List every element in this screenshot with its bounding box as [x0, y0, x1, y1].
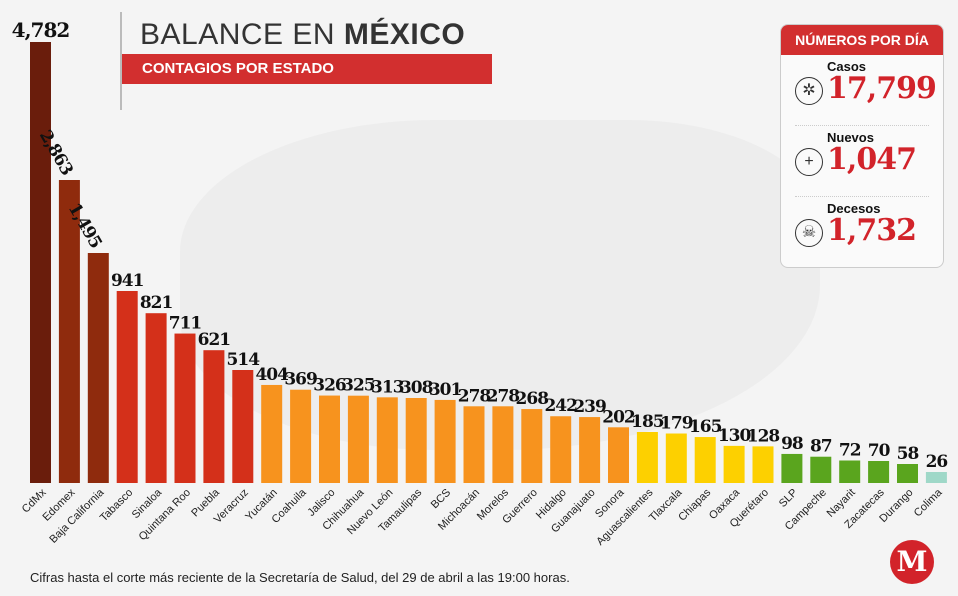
bar-campeche [810, 456, 832, 483]
bar-tlaxcala [665, 433, 687, 483]
value-label: 165 [689, 417, 722, 437]
category-label: SLP [777, 487, 800, 510]
bar-aguascalientes [636, 432, 658, 483]
bar-quintana-roo [174, 333, 196, 483]
bar-chiapas [694, 437, 716, 483]
value-label: 369 [284, 370, 317, 390]
skull-icon: ☠ [795, 219, 823, 247]
bar-michoacán [463, 406, 485, 483]
bar-coahuila [290, 389, 312, 483]
bar-chihuahua [347, 395, 369, 483]
stat-label: Casos [827, 59, 867, 74]
value-label: 70 [868, 441, 891, 461]
value-label: 202 [602, 407, 635, 427]
value-label: 821 [140, 293, 173, 313]
bar-tamaulipas [405, 398, 427, 483]
value-label: 325 [342, 376, 375, 396]
category-label: Chiapas [676, 486, 713, 523]
value-label: 404 [255, 365, 289, 385]
category-label: Quintana Roo [137, 487, 193, 543]
title-light: BALANCE EN [140, 18, 344, 51]
plus-icon: + [795, 148, 823, 176]
value-label: 239 [573, 397, 606, 417]
value-label: 26 [926, 452, 948, 472]
value-label: 278 [487, 386, 520, 406]
bar-sinaloa [145, 313, 167, 483]
title-bold: MÉXICO [343, 18, 466, 51]
stat-value: 1,047 [827, 142, 917, 177]
milenio-logo: M [890, 540, 934, 584]
stat-nuevos: + Nuevos 1,047 [795, 126, 929, 197]
bar-nuevo-león [376, 397, 398, 483]
value-label: 87 [810, 437, 832, 457]
bar-cdmx [30, 42, 51, 483]
value-label: 278 [458, 386, 491, 406]
value-label: 326 [313, 376, 346, 396]
bar-colima [925, 472, 947, 483]
bar-guerrero [521, 409, 543, 483]
value-label: 185 [631, 412, 664, 432]
value-label: 128 [747, 426, 780, 446]
bar-puebla [203, 350, 225, 483]
subtitle: CONTAGIOS POR ESTADO [122, 54, 492, 84]
value-label: 179 [660, 414, 693, 434]
category-label: BCS [429, 487, 453, 511]
page-title: BALANCE EN MÉXICO [140, 18, 465, 52]
bar-oaxaca [723, 445, 745, 483]
bar-zacatecas [868, 461, 890, 483]
value-label: 72 [839, 440, 861, 460]
value-label: 514 [227, 350, 261, 370]
stat-decesos: ☠ Decesos 1,732 [795, 197, 929, 267]
bar-sonora [608, 427, 629, 483]
value-label: 711 [169, 314, 202, 334]
value-label: 313 [371, 377, 404, 397]
value-label: 621 [198, 330, 231, 350]
stats-panel: NÚMEROS POR DÍA ✲ Casos 17,799 + Nuevos … [780, 24, 944, 268]
stats-title: NÚMEROS POR DÍA [781, 25, 943, 55]
bar-bcs [434, 399, 456, 483]
stat-label: Nuevos [827, 130, 874, 145]
stat-value: 17,799 [827, 71, 937, 106]
stat-value: 1,732 [827, 213, 917, 248]
bar-baja-california [87, 253, 109, 483]
divider [120, 12, 122, 110]
value-label: 242 [544, 396, 577, 416]
bar-veracruz [232, 370, 254, 483]
bar-jalisco [319, 395, 340, 483]
value-label: 268 [516, 389, 549, 409]
bar-yucatán [261, 384, 283, 483]
bar-nayarit [839, 460, 861, 483]
stat-casos: ✲ Casos 17,799 [795, 55, 937, 126]
value-label: 98 [781, 434, 803, 454]
bar-slp [781, 453, 803, 483]
stat-label: Decesos [827, 201, 881, 216]
value-label: 308 [400, 378, 433, 398]
bar-durango [897, 464, 918, 483]
bar-morelos [492, 406, 514, 483]
footnote: Cifras hasta el corte más reciente de la… [30, 570, 570, 585]
bar-edomex [58, 180, 80, 483]
virus-icon: ✲ [795, 77, 823, 105]
value-label: 941 [111, 271, 144, 291]
bar-hidalgo [550, 416, 572, 483]
mexico-map-background [180, 120, 820, 450]
value-label: 301 [429, 380, 462, 400]
category-label: Colima [912, 486, 945, 519]
bar-guanajuato [579, 417, 601, 483]
value-label: 58 [897, 444, 919, 464]
bar-querétaro [752, 446, 774, 483]
value-label: 4,782 [12, 18, 70, 42]
bar-tabasco [116, 291, 138, 483]
value-label: 130 [718, 426, 752, 446]
